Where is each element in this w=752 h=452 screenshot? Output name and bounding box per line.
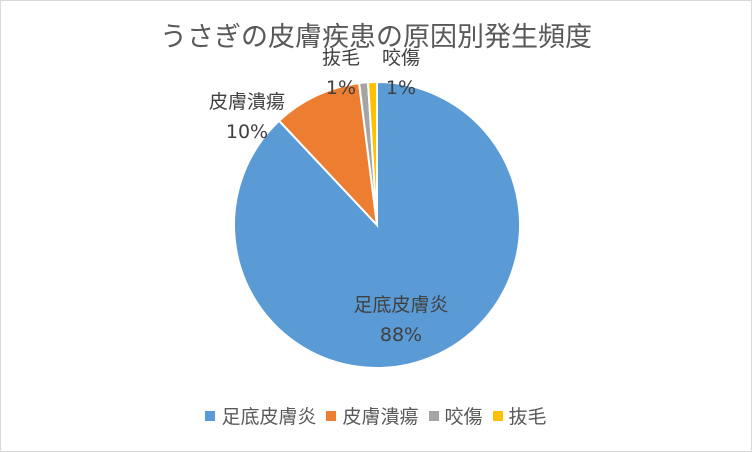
data-label-percent: 1% — [326, 77, 356, 99]
legend-item: 咬傷 — [428, 402, 483, 429]
data-label-category: 咬傷 — [382, 47, 420, 69]
data-label-percent: 1% — [386, 77, 416, 99]
legend-label: 皮膚潰瘍 — [342, 406, 419, 428]
legend-swatch — [428, 410, 439, 421]
legend: 足底皮膚炎 皮膚潰瘍 咬傷 抜毛 — [1, 402, 751, 429]
legend-item: 抜毛 — [492, 402, 547, 429]
legend-swatch — [492, 410, 503, 421]
legend-label: 足底皮膚炎 — [221, 406, 317, 428]
pie-slice — [277, 82, 379, 228]
legend-item: 足底皮膚炎 — [205, 402, 316, 429]
pie-slice — [366, 80, 378, 226]
legend-swatch — [326, 410, 337, 421]
legend-swatch — [205, 410, 216, 421]
legend-label: 抜毛 — [508, 406, 547, 428]
pie-slice — [233, 80, 521, 369]
legend-label: 咬傷 — [444, 406, 483, 428]
data-label-percent: 10% — [226, 121, 268, 143]
data-label-category: 抜毛 — [322, 47, 360, 69]
legend-item: 皮膚潰瘍 — [326, 402, 419, 429]
data-label-category: 足底皮膚炎 — [353, 294, 448, 316]
data-label-category: 皮膚潰瘍 — [209, 91, 285, 113]
data-label-percent: 88% — [380, 324, 422, 346]
chart-title: うさぎの皮膚疾患の原因別発生頻度 — [160, 22, 592, 53]
